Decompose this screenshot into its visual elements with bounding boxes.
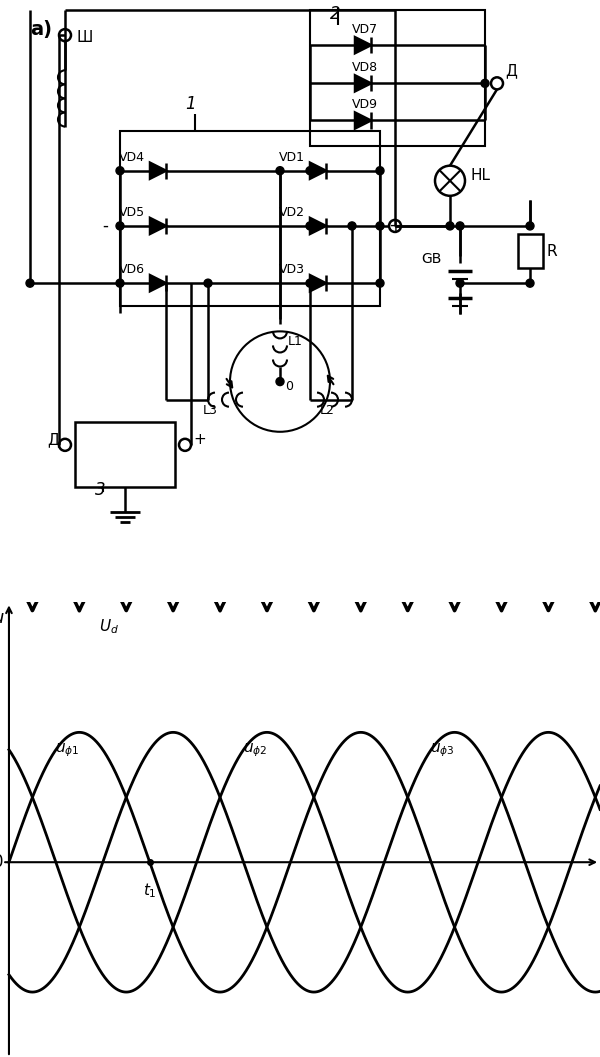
Polygon shape xyxy=(355,75,371,91)
Circle shape xyxy=(116,279,124,288)
Circle shape xyxy=(26,279,34,288)
Bar xyxy=(310,11,485,146)
Circle shape xyxy=(306,167,314,174)
Text: L1: L1 xyxy=(288,335,303,349)
Text: HL: HL xyxy=(470,168,490,183)
Bar xyxy=(120,130,380,307)
Circle shape xyxy=(376,279,384,288)
Text: Ш: Ш xyxy=(77,30,93,44)
Circle shape xyxy=(456,222,464,230)
Text: L2: L2 xyxy=(320,404,335,416)
Polygon shape xyxy=(355,37,371,53)
Polygon shape xyxy=(150,218,166,234)
Text: VD3: VD3 xyxy=(279,263,305,276)
Circle shape xyxy=(376,222,384,230)
Circle shape xyxy=(456,279,464,288)
Circle shape xyxy=(276,167,284,174)
Text: $u_{\phi1}$: $u_{\phi1}$ xyxy=(55,741,79,759)
Polygon shape xyxy=(150,163,166,179)
Polygon shape xyxy=(150,275,166,291)
Circle shape xyxy=(306,222,314,230)
Text: -: - xyxy=(102,217,108,235)
Text: R: R xyxy=(547,243,557,259)
Bar xyxy=(75,422,175,487)
Circle shape xyxy=(446,222,454,230)
Circle shape xyxy=(306,279,314,288)
Text: $u_{\phi3}$: $u_{\phi3}$ xyxy=(430,741,455,759)
Circle shape xyxy=(348,222,356,230)
Circle shape xyxy=(116,167,124,174)
Text: $t_1$: $t_1$ xyxy=(143,882,157,901)
Polygon shape xyxy=(310,218,326,234)
Text: VD4: VD4 xyxy=(119,151,145,164)
Text: +: + xyxy=(388,217,402,235)
Text: VD5: VD5 xyxy=(119,206,145,219)
Polygon shape xyxy=(310,163,326,179)
Circle shape xyxy=(276,377,284,386)
Circle shape xyxy=(481,79,489,88)
Circle shape xyxy=(376,167,384,174)
Text: 0: 0 xyxy=(285,379,293,392)
Text: VD6: VD6 xyxy=(119,263,145,276)
Polygon shape xyxy=(310,275,326,291)
Text: VD8: VD8 xyxy=(352,61,378,74)
Text: GB: GB xyxy=(422,252,442,266)
Text: Д: Д xyxy=(47,432,59,447)
Text: 0: 0 xyxy=(0,853,4,871)
Text: VD9: VD9 xyxy=(352,98,378,111)
Text: $U_d$: $U_d$ xyxy=(98,617,119,635)
Text: 2: 2 xyxy=(330,5,341,23)
Text: +: + xyxy=(193,432,206,447)
Text: а): а) xyxy=(30,20,52,39)
Bar xyxy=(518,234,543,268)
Text: VD2: VD2 xyxy=(279,206,305,219)
Text: VD1: VD1 xyxy=(279,151,305,164)
Text: $u_{\phi2}$: $u_{\phi2}$ xyxy=(242,741,267,759)
Text: Д: Д xyxy=(505,63,517,78)
Circle shape xyxy=(526,222,534,230)
Circle shape xyxy=(526,279,534,288)
Text: 1: 1 xyxy=(185,95,196,113)
Text: 3: 3 xyxy=(95,481,106,499)
Circle shape xyxy=(204,279,212,288)
Text: L3: L3 xyxy=(203,404,218,416)
Circle shape xyxy=(116,222,124,230)
Text: u: u xyxy=(0,609,4,627)
Text: VD7: VD7 xyxy=(352,23,378,36)
Polygon shape xyxy=(355,112,371,129)
